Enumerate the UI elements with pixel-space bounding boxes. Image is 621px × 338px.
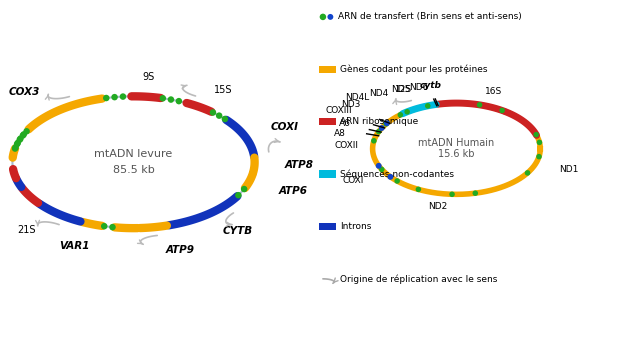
Point [535,140,545,145]
Text: A8: A8 [334,129,346,138]
Text: ARN ribosomique: ARN ribosomique [340,117,419,126]
Point [470,191,480,196]
Text: ND3: ND3 [341,100,360,109]
Text: ATP8: ATP8 [285,160,314,170]
Text: 9S: 9S [143,72,155,82]
Text: COX3: COX3 [9,87,40,97]
Text: COXI: COXI [343,176,364,185]
Text: 15.6 kb: 15.6 kb [438,149,474,159]
Point [396,112,406,118]
Text: Gènes codant pour les protéines: Gènes codant pour les protéines [340,65,488,74]
Point [18,133,28,138]
Text: 12S: 12S [395,85,412,94]
Text: COXI: COXI [271,122,299,132]
Point [12,141,22,147]
Point [414,187,424,192]
Point [22,128,32,134]
Text: COXII: COXII [335,141,358,150]
Point [208,110,218,115]
Bar [319,170,336,178]
Point [386,174,396,179]
Text: ND4: ND4 [369,89,389,98]
Point [99,223,109,229]
Text: cytb: cytb [420,81,442,90]
Point [16,136,25,141]
Point [325,14,335,20]
Text: Introns: Introns [340,222,372,231]
Text: CYTB: CYTB [222,226,253,237]
Text: mtADN Humain: mtADN Humain [419,138,494,148]
Bar [319,118,336,125]
Point [374,163,384,169]
Text: ATP9: ATP9 [166,245,195,255]
Text: ND6: ND6 [409,83,428,92]
Point [423,103,433,108]
Point [158,96,168,101]
Text: ND5: ND5 [391,86,410,94]
Point [534,154,544,159]
Point [374,129,384,134]
Point [382,121,392,126]
Text: ND2: ND2 [428,201,448,211]
Point [220,116,230,122]
Text: 16S: 16S [484,87,502,96]
Point [166,97,176,102]
Text: ND4L: ND4L [345,94,369,102]
Point [447,192,457,197]
Point [15,137,25,142]
Point [239,186,249,192]
Point [392,178,402,184]
Text: 15S: 15S [214,85,232,95]
Point [369,138,379,144]
Text: Origine de réplication avec le sens: Origine de réplication avec le sens [340,274,497,284]
Text: VAR1: VAR1 [59,241,89,251]
Text: 21S: 21S [18,225,36,235]
Text: ATP6: ATP6 [278,186,307,196]
Point [11,145,20,150]
Point [402,109,412,115]
Text: Séquences non-codantes: Séquences non-codantes [340,169,455,179]
Point [214,113,224,118]
Bar [319,223,336,230]
Point [233,193,243,198]
Text: 85.5 kb: 85.5 kb [112,165,155,175]
Point [10,146,20,151]
Point [101,95,111,101]
Point [377,125,387,131]
Point [377,167,387,172]
Point [109,94,119,100]
Point [174,98,184,104]
Text: mtADN levure: mtADN levure [94,149,173,159]
Bar [319,66,336,73]
Point [19,132,29,137]
Text: ARN de transfert (Brin sens et anti-sens): ARN de transfert (Brin sens et anti-sens… [338,13,522,21]
Point [497,108,507,113]
Point [531,132,541,137]
Point [522,170,532,176]
Point [381,121,391,126]
Point [118,94,128,99]
Point [318,14,328,20]
Point [13,140,23,146]
Point [474,102,484,107]
Point [107,224,117,230]
Text: ND1: ND1 [559,165,578,173]
Text: COXIII: COXIII [325,106,352,115]
Text: A6: A6 [339,119,351,128]
